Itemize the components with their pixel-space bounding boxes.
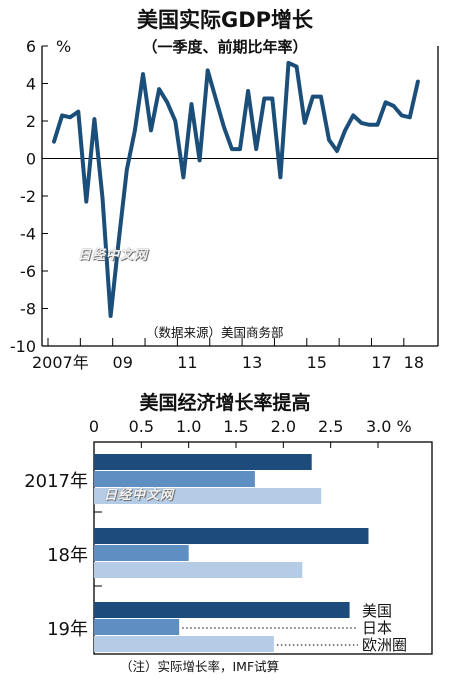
data-point [92, 117, 96, 121]
data-point [181, 175, 185, 179]
data-point [270, 96, 274, 101]
x-tick-label: 11 [177, 353, 197, 372]
data-point [100, 196, 105, 200]
data-point [125, 168, 129, 172]
data-point [238, 147, 242, 151]
bar-eurozone [94, 488, 322, 504]
y-tick-label: -10 [10, 337, 36, 356]
data-point [408, 115, 412, 119]
y-tick-label: 0 [26, 150, 36, 169]
y-tick-label: -8 [20, 300, 36, 319]
bar-japan [94, 545, 189, 561]
data-point [109, 314, 113, 318]
x-tick-label: 0 [89, 417, 99, 436]
data-point [351, 113, 355, 117]
category-label: 18年 [47, 545, 88, 566]
y-tick-label: -6 [20, 262, 36, 281]
data-point [141, 72, 145, 76]
data-point [230, 147, 234, 151]
legend-label: 美国 [362, 602, 392, 620]
data-point [84, 200, 88, 204]
data-point [60, 113, 64, 117]
chart-title: 美国实际GDP增长 [136, 8, 314, 32]
data-point [286, 61, 291, 65]
watermark: 日经中文网 [104, 488, 175, 503]
y-tick-label: -4 [20, 225, 36, 244]
data-point [392, 104, 396, 108]
bar-japan [94, 619, 180, 635]
y-tick-label: 6 [26, 37, 36, 56]
category-label: 19年 [47, 619, 88, 640]
data-point [52, 140, 56, 144]
bar-us [94, 528, 369, 544]
data-point [303, 121, 307, 125]
bar-japan [94, 471, 255, 487]
data-point [246, 89, 250, 93]
x-tick-label: 3.0 % [366, 417, 412, 436]
x-tick-label: 0.5 [129, 417, 154, 436]
data-point [384, 100, 388, 104]
data-point [206, 68, 210, 72]
y-tick-label: 2 [26, 112, 36, 131]
legend-label: 日本 [362, 619, 392, 637]
x-tick-label: 09 [113, 353, 133, 372]
data-point [262, 96, 266, 101]
data-point [254, 147, 258, 151]
data-point [173, 119, 177, 123]
x-tick-label: 1.5 [223, 417, 248, 436]
watermark: 日经中文网 [78, 248, 149, 263]
bar-eurozone [94, 636, 274, 652]
data-point [319, 95, 323, 99]
x-tick-label: 2.5 [318, 417, 343, 436]
bar-eurozone [94, 562, 303, 578]
x-tick-label: 2007年 [32, 353, 89, 372]
bar-us [94, 454, 312, 470]
data-point [117, 239, 121, 243]
data-point [76, 110, 80, 114]
data-point [367, 123, 371, 127]
data-point [311, 95, 315, 99]
x-tick-label: 1.0 [176, 417, 201, 436]
data-point [222, 125, 226, 129]
data-point [133, 128, 137, 132]
chart-title: 美国经济增长率提高 [139, 392, 311, 414]
gdp-line-chart: 6 4 2 0 -2 -4 -6 -8 -10% 2007年 09 11 13 15 17 18 [10, 37, 439, 372]
data-point [165, 100, 169, 104]
growth-bar-chart-panel: 美国经济增长率提高 0 0.5 1.0 1.5 2.0 2.5 3.0 % 2017年 18年 1… [0, 382, 450, 682]
x-tick-label: 2.0 [271, 417, 296, 436]
x-tick-label: 18 [404, 353, 424, 372]
y-tick-label: -2 [20, 187, 36, 206]
data-point [343, 128, 347, 132]
data-point [335, 149, 339, 153]
data-point [400, 113, 404, 117]
source-note: （数据来源）美国商务部 [146, 325, 284, 340]
x-tick-label: 13 [242, 353, 262, 372]
x-tick-label: 15 [307, 353, 327, 372]
data-point [214, 96, 218, 101]
data-point [295, 65, 299, 69]
y-unit-label: % [56, 37, 71, 56]
y-tick-label: 4 [26, 75, 36, 94]
data-point [359, 121, 363, 125]
data-point [198, 158, 202, 162]
bar-us [94, 602, 350, 618]
data-point [416, 80, 420, 84]
data-point [68, 115, 72, 119]
chart-subtitle: （一季度、前期比年率） [142, 38, 308, 56]
data-point [327, 138, 331, 142]
data-point [157, 87, 161, 91]
data-point [278, 175, 282, 179]
gdp-line-chart-panel: 美国实际GDP增长 （一季度、前期比年率） 6 4 2 0 -2 -4 -6 -8 -10% 20… [10, 8, 439, 372]
gdp-series-line [52, 60, 420, 318]
chart-note: （注）实际增长率，IMF试算 [120, 659, 280, 674]
category-label: 2017年 [24, 471, 88, 492]
data-point [149, 128, 153, 132]
x-tick-label: 17 [371, 353, 391, 372]
data-point [189, 102, 194, 106]
legend-label: 欧洲圈 [362, 636, 407, 654]
data-point [375, 123, 380, 127]
